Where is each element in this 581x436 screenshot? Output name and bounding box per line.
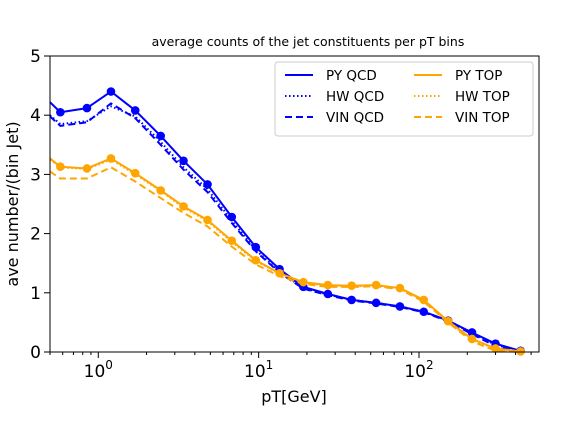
plot-frame — [49, 55, 540, 353]
chart-title: average counts of the jet constituents p… — [152, 34, 465, 49]
data-point — [395, 302, 405, 311]
x-tick-label: 100 — [84, 358, 113, 382]
legend-label: HW QCD — [326, 89, 384, 105]
data-point — [156, 131, 165, 141]
y-tick-label: 1 — [30, 284, 41, 304]
x-axis-ticks: 100 101 102 — [49, 352, 532, 382]
y-tick-label: 2 — [30, 225, 41, 245]
data-point — [56, 107, 65, 117]
legend: PY QCD HW QCD VIN QCD PY TOP HW TOP VIN TOP — [274, 61, 534, 137]
legend-label: VIN TOP — [455, 110, 510, 126]
legend-entry-vin-qcd: VIN QCD — [285, 110, 384, 126]
data-point — [82, 103, 92, 113]
data-point — [106, 154, 116, 163]
data-point — [82, 164, 92, 173]
legend-entry-py-qcd: PY QCD — [285, 68, 377, 84]
data-point — [227, 212, 237, 222]
x-tick-label: 101 — [244, 358, 273, 382]
series-line-hw-qcd — [49, 105, 521, 353]
y-axis-ticks: 0 1 2 3 4 5 — [30, 47, 50, 363]
legend-entry-hw-qcd: HW QCD — [285, 89, 384, 105]
y-tick-label: 3 — [30, 165, 41, 185]
data-point — [179, 202, 188, 211]
y-tick-label: 0 — [30, 343, 41, 363]
series-vin-top — [49, 166, 521, 353]
data-point — [106, 87, 116, 96]
legend-entry-py-top: PY TOP — [414, 68, 502, 84]
legend-entry-hw-top: HW TOP — [414, 89, 510, 105]
legend-label: PY TOP — [455, 68, 502, 84]
legend-entry-vin-top: VIN TOP — [414, 110, 510, 126]
data-point — [179, 156, 188, 166]
x-axis-label: pT[GeV] — [261, 387, 327, 406]
series-hw-top — [49, 158, 521, 353]
data-point — [130, 106, 140, 115]
legend-label: PY QCD — [326, 68, 377, 84]
data-point — [299, 277, 308, 287]
y-tick-label: 4 — [30, 106, 41, 126]
series-line-hw-top — [49, 158, 521, 353]
legend-box — [274, 61, 534, 137]
data-point — [371, 298, 381, 308]
data-point — [347, 281, 356, 291]
data-point — [227, 236, 237, 245]
legend-label: HW TOP — [455, 89, 510, 105]
series-hw-qcd — [49, 105, 521, 353]
series-line-vin-top — [49, 166, 521, 353]
x-tick-label: 102 — [404, 358, 433, 382]
data-point — [203, 215, 212, 225]
y-tick-label: 5 — [30, 47, 41, 67]
legend-label: VIN QCD — [326, 110, 384, 126]
data-point — [156, 186, 165, 195]
y-axis-label: ave number/(bin Jet) — [3, 121, 22, 286]
data-point — [203, 180, 212, 189]
plot-area — [49, 87, 525, 356]
